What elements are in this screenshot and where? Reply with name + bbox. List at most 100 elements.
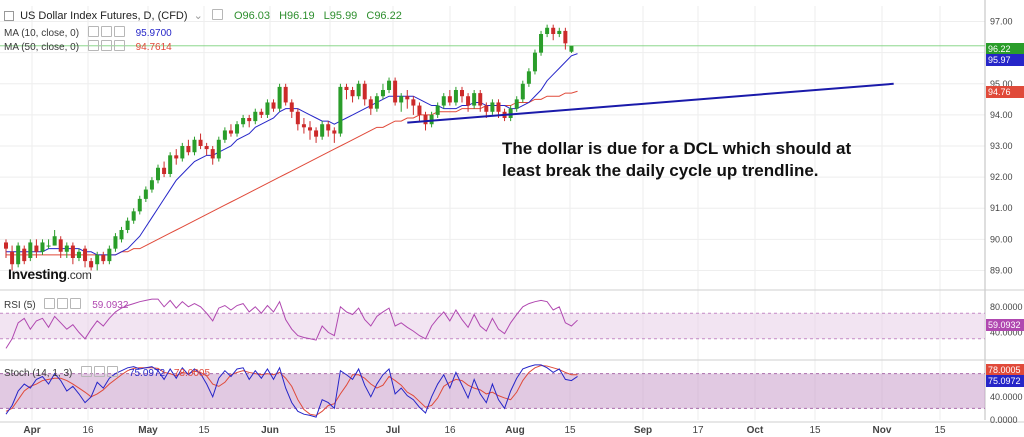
main-legend: US Dollar Index Futures, D, (CFD) ⌄ O96.…: [4, 9, 402, 23]
stoch-d-tag: 78.0005: [986, 364, 1024, 376]
stoch-y-tick-label: 0.0000: [990, 415, 1018, 425]
candle: [180, 142, 185, 162]
legend-button[interactable]: [211, 9, 223, 20]
candle: [344, 83, 349, 100]
candle: [137, 195, 142, 215]
candle-body: [314, 130, 319, 137]
candle: [58, 236, 63, 258]
candle: [46, 239, 51, 249]
legend-buttons[interactable]: [81, 366, 120, 381]
candle: [34, 239, 39, 258]
candle-body: [460, 90, 464, 97]
candle-body: [149, 180, 154, 190]
candle-body: [119, 230, 124, 240]
candle-body: [283, 86, 288, 103]
legend-button[interactable]: [100, 40, 112, 51]
x-tick-label: Sep: [634, 425, 652, 436]
y-tick-label: 89.00: [990, 265, 1013, 275]
candle: [429, 111, 434, 128]
candle-body: [265, 102, 270, 115]
legend-buttons[interactable]: [87, 40, 127, 55]
stoch-legend: Stoch (14, 1, 3) 75.0972 78.0005: [4, 366, 210, 381]
candle: [265, 99, 270, 118]
ma50-label: MA (50, close, 0): [4, 42, 80, 54]
x-tick-label: Jul: [386, 425, 401, 436]
x-tick-label: 15: [564, 425, 576, 436]
stoch-label: Stoch (14, 1, 3): [4, 368, 73, 380]
candle-body: [143, 189, 148, 199]
candle: [10, 245, 15, 271]
candle-body: [484, 105, 489, 112]
candle-body: [64, 245, 69, 252]
candle: [539, 30, 544, 56]
legend-buttons[interactable]: [44, 298, 83, 313]
legend-collapse-icon[interactable]: [4, 11, 14, 21]
candle: [40, 239, 45, 255]
candle-body: [466, 96, 471, 106]
candle-body: [490, 102, 495, 112]
candle: [89, 258, 94, 271]
legend-button[interactable]: [94, 366, 106, 377]
ma10-legend: MA (10, close, 0) 95.9700: [4, 26, 172, 41]
candle-body: [253, 111, 258, 122]
candle-body: [58, 239, 63, 252]
legend-button[interactable]: [81, 366, 93, 377]
legend-button[interactable]: [70, 298, 82, 309]
y-tick-label: 90.00: [990, 234, 1013, 244]
x-tick-label: 15: [324, 425, 336, 436]
candle: [551, 24, 556, 41]
candle-body: [168, 155, 173, 174]
legend-buttons[interactable]: [87, 26, 127, 41]
candle-body: [447, 96, 452, 103]
ma50-price-tag: 94.76: [986, 86, 1024, 98]
legend-button[interactable]: [57, 298, 69, 309]
candle-body: [435, 105, 440, 115]
x-tick-label: 15: [934, 425, 946, 436]
candle: [460, 86, 464, 103]
x-tick-label: 17: [692, 425, 704, 436]
y-tick-label: 97.00: [990, 17, 1013, 27]
candle-body: [338, 86, 343, 134]
candle-body: [83, 248, 88, 262]
candle: [532, 49, 537, 75]
legend-button[interactable]: [87, 40, 99, 51]
ohlc-high: H96.19: [279, 9, 315, 22]
x-tick-label: Aug: [505, 425, 524, 436]
legend-button[interactable]: [100, 26, 112, 37]
legend-button[interactable]: [87, 26, 99, 37]
candle: [210, 146, 215, 165]
legend-buttons[interactable]: [211, 9, 225, 23]
candle-body: [277, 86, 282, 109]
legend-button[interactable]: [113, 40, 125, 51]
candle-body: [326, 124, 331, 131]
legend-button[interactable]: [107, 366, 119, 377]
candle: [320, 121, 325, 140]
candle: [76, 248, 81, 262]
candle-body: [472, 93, 477, 106]
ma10-price-tag: 95.97: [986, 54, 1024, 66]
candle-body: [76, 251, 81, 258]
y-tick-label: 95.00: [990, 79, 1013, 89]
x-tick-label: Jun: [261, 425, 279, 436]
candle: [113, 233, 118, 252]
candle-body: [453, 90, 458, 103]
candle: [216, 136, 221, 162]
candle: [125, 217, 130, 234]
legend-button[interactable]: [44, 298, 56, 309]
candle-body: [508, 108, 513, 118]
candle: [466, 93, 471, 112]
candle: [259, 108, 264, 118]
candle: [526, 68, 531, 87]
legend-button[interactable]: [113, 26, 125, 37]
x-tick-label: Apr: [23, 425, 40, 436]
candle-body: [101, 254, 106, 262]
investing-logo: Investing.com: [8, 266, 92, 282]
candle-body: [10, 251, 15, 265]
symbol-dropdown-chevron-icon[interactable]: ⌄: [193, 9, 203, 22]
candle: [332, 127, 337, 143]
candle: [356, 80, 361, 100]
candle-body: [387, 80, 392, 90]
ma50-legend: MA (50, close, 0) 94.7614: [4, 40, 172, 55]
